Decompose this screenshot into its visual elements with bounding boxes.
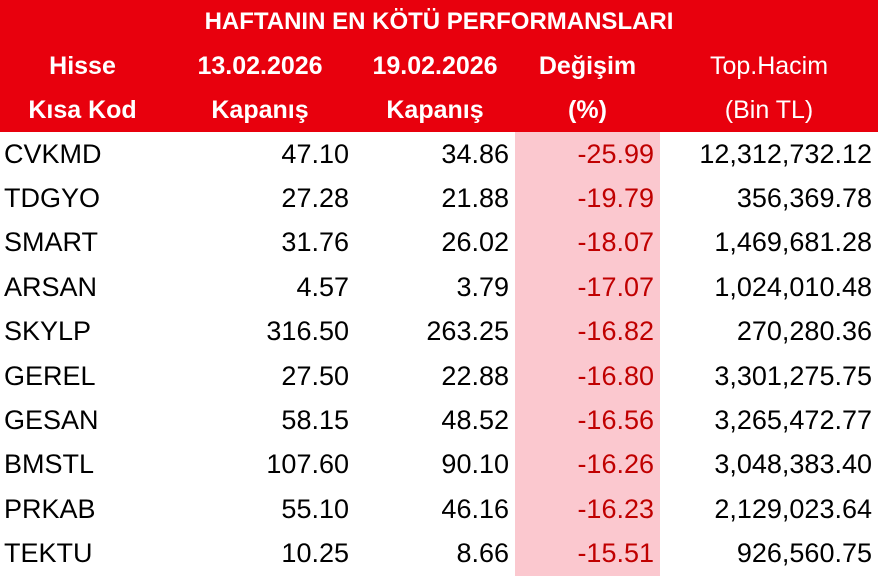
column-header: Kısa Kod xyxy=(0,88,165,132)
table-cell: -18.07 xyxy=(515,220,660,266)
table-cell: 12,312,732.12 xyxy=(699,138,872,169)
column-header: (%) xyxy=(515,88,660,132)
stock-code: PRKAB xyxy=(4,493,96,524)
table-cell: 8.66 xyxy=(456,538,509,569)
table-cell: 27.50 xyxy=(281,360,349,391)
table-cell: -17.07 xyxy=(515,265,660,310)
stock-code: SKYLP xyxy=(4,316,92,347)
stock-code: ARSAN xyxy=(4,271,98,302)
table-cell: 270,280.36 xyxy=(736,316,872,347)
table-cell: 48.52 xyxy=(441,405,509,436)
column-header: Top.Hacim xyxy=(660,44,878,88)
column-header: Kapanış xyxy=(165,88,355,132)
column-header: (Bin TL) xyxy=(660,88,878,132)
table-cell: 46.16 xyxy=(441,493,509,524)
table-cell: 926,560.75 xyxy=(736,538,872,569)
column-header: 19.02.2026 xyxy=(355,44,515,88)
table-cell: -16.80 xyxy=(515,354,660,399)
table-cell: 3,301,275.75 xyxy=(714,360,872,391)
column-header: Hisse xyxy=(0,44,165,88)
table-cell: -16.82 xyxy=(515,309,660,354)
column-header: Değişim xyxy=(515,44,660,88)
table-cell: 316.50 xyxy=(266,316,349,347)
table-cell: 3,265,472.77 xyxy=(714,405,872,436)
table-cell: 4.57 xyxy=(296,271,349,302)
table-cell: 27.28 xyxy=(281,183,349,214)
table-cell: 31.76 xyxy=(281,227,349,258)
table-cell: 47.10 xyxy=(281,138,349,169)
table-cell: 1,469,681.28 xyxy=(714,227,872,258)
column-header: Kapanış xyxy=(355,88,515,132)
table-cell: -19.79 xyxy=(515,176,660,221)
stock-code: GESAN xyxy=(4,405,99,436)
stock-code: CVKMD xyxy=(4,138,102,169)
table-title: HAFTANIN EN KÖTÜ PERFORMANSLARI xyxy=(0,0,878,44)
table-cell: 10.25 xyxy=(281,538,349,569)
table-cell: 90.10 xyxy=(441,449,509,480)
table-cell: -16.26 xyxy=(515,442,660,488)
table-cell: 22.88 xyxy=(441,360,509,391)
table-cell: 107.60 xyxy=(266,449,349,480)
table-cell: 1,024,010.48 xyxy=(714,271,872,302)
table-cell: -16.56 xyxy=(515,398,660,443)
stock-code: TEKTU xyxy=(4,538,93,569)
table-cell: 21.88 xyxy=(441,183,509,214)
table-cell: 55.10 xyxy=(281,493,349,524)
table-cell: 3.79 xyxy=(456,271,509,302)
stock-code: GEREL xyxy=(4,360,96,391)
table-cell: -16.23 xyxy=(515,487,660,532)
table-cell: -15.51 xyxy=(515,531,660,576)
stock-code: SMART xyxy=(4,227,99,258)
table-cell: 26.02 xyxy=(441,227,509,258)
table-cell: -25.99 xyxy=(515,132,660,177)
stock-code: BMSTL xyxy=(4,449,95,480)
stock-code: TDGYO xyxy=(4,183,101,214)
table-cell: 2,129,023.64 xyxy=(714,493,872,524)
table-cell: 3,048,383.40 xyxy=(714,449,872,480)
table-cell: 263.25 xyxy=(426,316,509,347)
table-cell: 356,369.78 xyxy=(736,183,872,214)
table-cell: 58.15 xyxy=(281,405,349,436)
table-cell: 34.86 xyxy=(441,138,509,169)
column-header: 13.02.2026 xyxy=(165,44,355,88)
